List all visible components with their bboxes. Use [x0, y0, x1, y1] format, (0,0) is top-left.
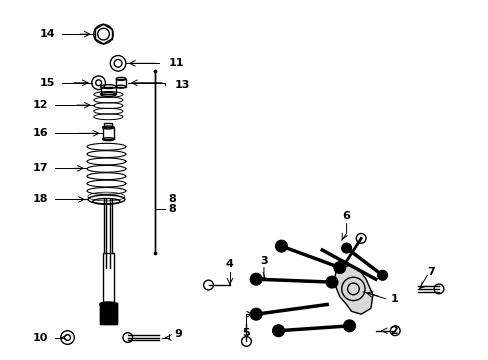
- Text: 2: 2: [389, 326, 397, 336]
- Text: 14: 14: [39, 29, 55, 39]
- Text: 15: 15: [40, 78, 55, 88]
- Text: 16: 16: [32, 128, 48, 138]
- Text: 18: 18: [33, 194, 48, 204]
- Text: 10: 10: [33, 333, 48, 342]
- Circle shape: [325, 276, 337, 288]
- Text: 4: 4: [225, 260, 233, 270]
- Text: 9: 9: [174, 329, 182, 339]
- Text: 13: 13: [174, 80, 189, 90]
- Circle shape: [377, 270, 386, 280]
- Circle shape: [275, 240, 287, 252]
- Text: 11: 11: [168, 58, 184, 68]
- Bar: [101, 87, 116, 94]
- Text: 8: 8: [168, 194, 176, 204]
- Circle shape: [250, 273, 262, 285]
- Bar: [104, 123, 112, 127]
- Circle shape: [341, 243, 351, 253]
- Circle shape: [250, 309, 262, 320]
- Text: 7: 7: [427, 267, 434, 278]
- Bar: [102, 253, 114, 302]
- Text: 17: 17: [33, 163, 48, 173]
- Text: 5: 5: [242, 328, 250, 338]
- Text: 3: 3: [260, 256, 267, 266]
- Circle shape: [343, 320, 355, 332]
- Text: 12: 12: [33, 100, 48, 110]
- Bar: [116, 79, 125, 87]
- Text: 8: 8: [168, 204, 176, 214]
- Bar: [100, 302, 117, 324]
- Circle shape: [333, 262, 345, 273]
- Text: 1: 1: [389, 294, 397, 303]
- Text: 6: 6: [342, 211, 350, 221]
- Polygon shape: [333, 266, 372, 314]
- Circle shape: [272, 325, 284, 337]
- Bar: [100, 302, 117, 324]
- Bar: [102, 127, 114, 139]
